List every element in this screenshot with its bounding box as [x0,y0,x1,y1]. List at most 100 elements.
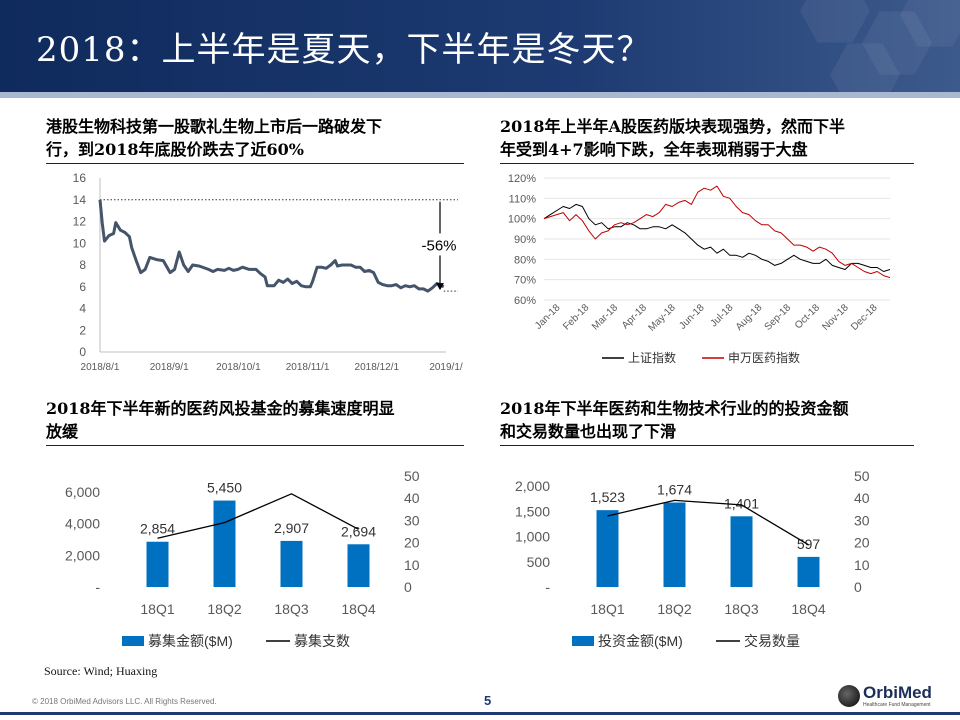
shanghai-index-line [543,203,891,272]
bar-value-label: 2,907 [274,520,309,536]
x-tick-label: Sep-18 [763,302,794,333]
index-comparison-chart: 60% 70% 80% 90% 100% 110% 120% Jan-18Feb-18Mar-… [508,173,891,365]
y2-tick-label: 20 [404,535,420,551]
y-tick-label: 1,000 [515,529,550,545]
investment-bar [730,516,753,587]
y-tick-label: 14 [73,193,87,207]
legend-label: 上证指数 [628,350,676,365]
y-tick-label: 60% [514,295,536,307]
investment-deals-chart: - 500 1,000 1,500 2,000 0 10 20 30 40 50 1,523 18Q1 1… [515,468,870,649]
panel-title-line: 和交易数量也出现了下滑 [500,422,677,441]
ascletis-share-price-chart: 0 2 4 6 8 10 12 14 16 2018/8/1 2018/9/1 2018/10/1 20… [73,171,463,373]
panel-title-top-left: 港股生物科技第一股歌礼生物上市后一路破发下 行，到2018年底股价跌去了近60% [46,115,466,161]
legend-label: 募集金额($M) [148,633,233,649]
panel-divider [46,445,464,446]
x-tick-label: Mar-18 [590,302,620,332]
y-tick-label: 16 [73,171,87,185]
y-tick-label: - [95,579,100,595]
legend-swatch [572,636,594,646]
x-tick-label: 18Q3 [724,601,758,617]
fund-count-line [157,493,359,539]
y-tick-label: 500 [527,554,551,570]
bar-value-label: 1,523 [590,489,625,505]
fundraising-bar [146,541,169,587]
y-tick-label: 70% [514,275,536,287]
fundraising-bar [213,500,236,587]
footer-line [0,712,960,715]
legend-label: 申万医药指数 [728,350,800,365]
decorative-hexagon [800,0,870,43]
y-tick-label: 110% [509,193,537,205]
decline-annotation: -56% [421,237,456,254]
x-tick-label: 18Q4 [791,601,825,617]
panel-title-line: 2018年上半年A股医药版块表现强势，然而下半 [500,117,845,136]
y-tick-label: 2,000 [65,547,100,563]
bar-value-label: 2,694 [341,523,376,539]
y2-tick-label: 10 [404,557,420,573]
legend-label: 募集支数 [294,633,350,649]
y-tick-label: 0 [79,345,86,359]
y2-tick-label: 0 [404,579,412,595]
logo-globe-icon [838,685,860,707]
x-tick-label: 2018/8/1 [81,362,120,373]
pharma-index-line [543,185,891,279]
panel-title-line: 2018年下半年新的医药风投基金的募集速度明显 [46,399,395,418]
logo-name: OrbiMed [863,683,932,702]
y-tick-label: 4,000 [65,516,100,532]
investment-bar [596,510,619,587]
x-tick-label: 18Q1 [590,601,624,617]
panel-title-line: 行，到2018年底股价跌去了近60% [46,140,305,159]
panel-title-top-right: 2018年上半年A股医药版块表现强势，然而下半 年受到4+7影响下跌，全年表现稍… [500,115,920,161]
y2-tick-label: 50 [854,468,870,484]
share-price-line [98,199,445,293]
x-tick-label: 18Q2 [207,601,241,617]
y2-tick-label: 20 [854,535,870,551]
x-tick-label: Aug-18 [734,302,765,333]
y2-tick-label: 30 [854,512,870,528]
y-tick-label: 1,500 [515,503,550,519]
panel-title-line: 放缓 [46,422,79,441]
header-stripe [0,92,960,98]
x-tick-label: Dec-18 [849,302,880,333]
investment-bar [797,556,820,587]
legend-label: 投资金额($M) [598,633,683,649]
x-tick-label: 2018/9/1 [150,362,189,373]
x-tick-label: 2018/12/1 [355,362,400,373]
y-tick-label: - [545,579,550,595]
y2-tick-label: 50 [404,468,420,484]
panel-divider [500,445,914,446]
annotation-background [416,233,462,256]
bar-value-label: 2,854 [140,521,175,537]
y-tick-label: 100% [508,214,536,226]
x-tick-label: Jun-18 [677,302,707,332]
orbimed-logo: OrbiMed Healthcare Fund Management [838,683,958,710]
y2-tick-label: 40 [854,490,870,506]
y2-tick-label: 30 [404,512,420,528]
fundraising-bar [280,540,303,587]
y2-tick-label: 10 [854,557,870,573]
y-tick-label: 2 [79,323,86,337]
x-tick-label: Jul-18 [708,302,735,329]
page-number: 5 [484,693,492,708]
x-tick-label: Jan-18 [533,302,563,332]
x-tick-label: 18Q3 [274,601,308,617]
decorative-hexagon [862,11,932,75]
bar-value-label: 1,401 [724,495,759,511]
y-tick-label: 80% [514,254,536,266]
panel-title-line: 港股生物科技第一股歌礼生物上市后一路破发下 [46,117,383,136]
x-tick-label: Apr-18 [620,302,649,331]
legend-swatch [122,636,144,646]
y2-tick-label: 40 [404,490,420,506]
x-tick-label: Feb-18 [561,302,591,332]
x-tick-label: 2018/11/1 [286,362,330,373]
decline-arrowhead [436,283,444,291]
deal-count-line [607,499,809,546]
legend-label: 交易数量 [744,633,800,649]
fundraising-bar [347,544,370,587]
slide-header: 2018：上半年是夏天，下半年是冬天？ [0,0,960,92]
panel-divider [46,163,464,164]
y-tick-label: 12 [73,215,87,229]
y2-tick-label: 0 [854,579,862,595]
panel-title-line: 年受到4+7影响下跌，全年表现稍弱于大盘 [500,140,808,159]
bar-value-label: 1,674 [657,482,692,498]
